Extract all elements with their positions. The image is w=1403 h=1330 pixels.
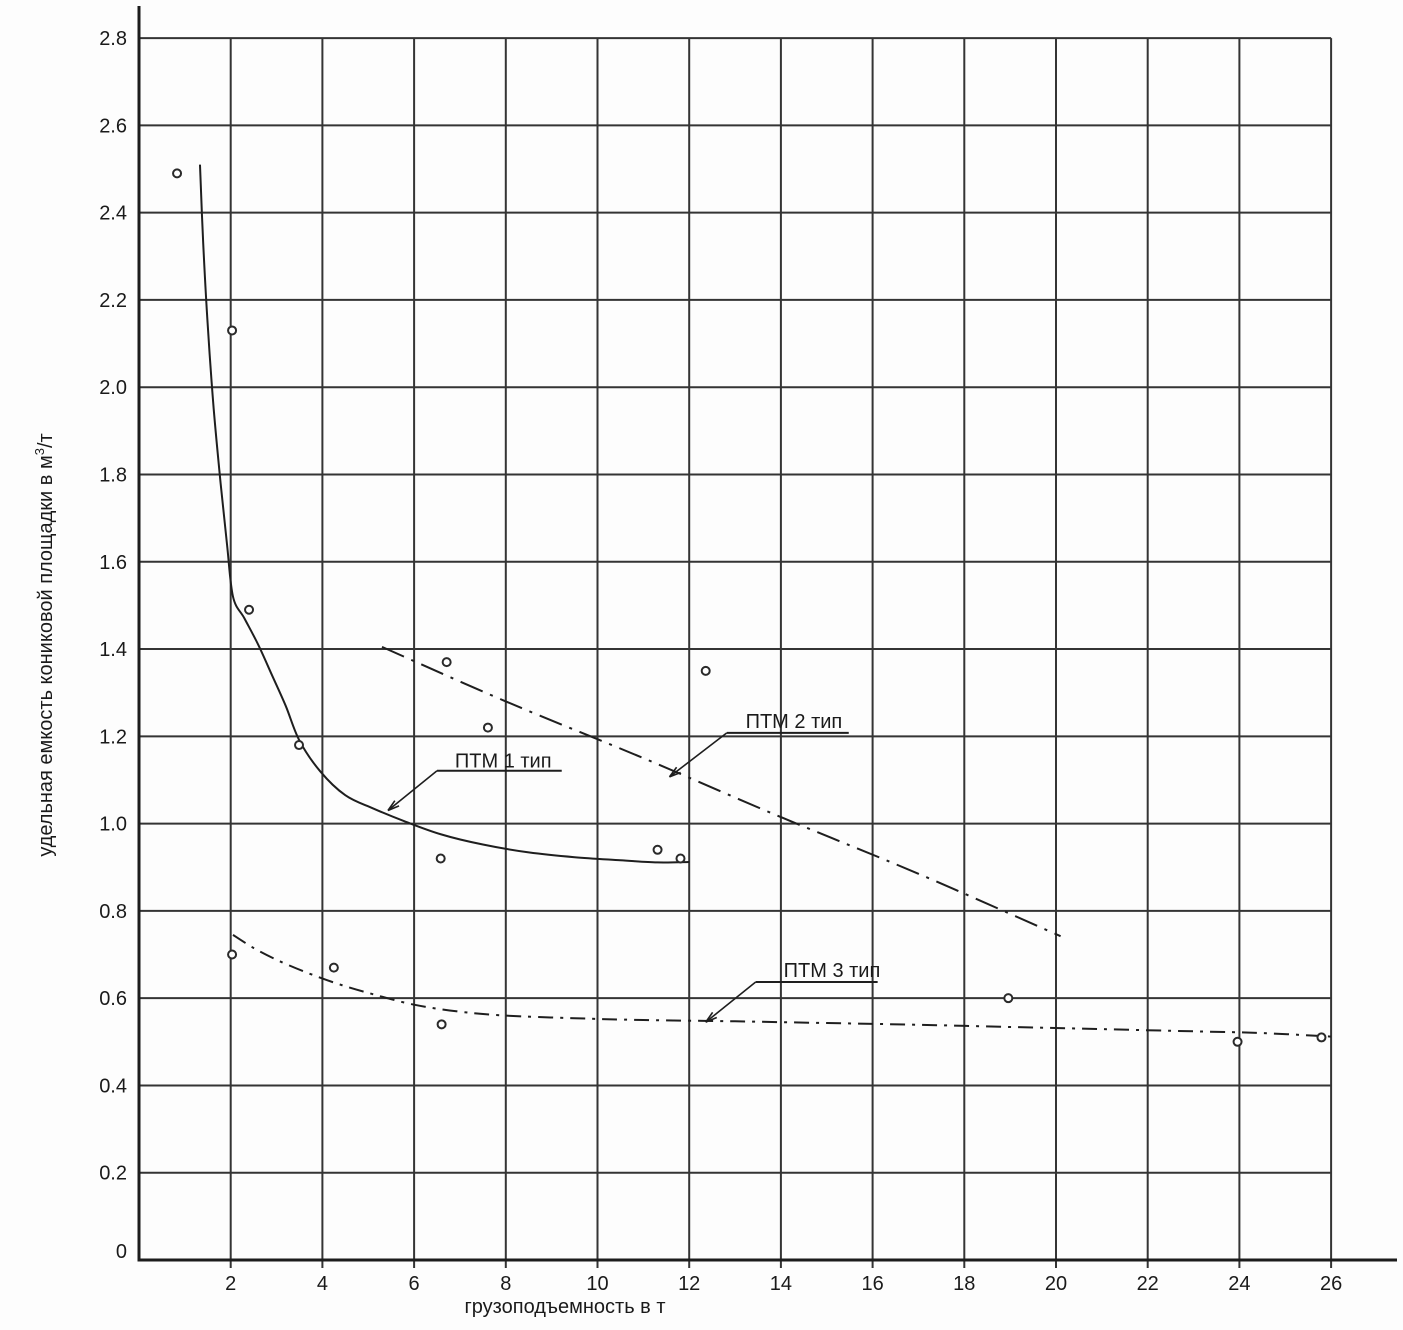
series-label: ПТМ 1 тип: [455, 751, 552, 773]
x-tick-label: 10: [586, 1273, 608, 1295]
y-axis-title: удельная емкость кониковой площадки в м3…: [32, 433, 57, 856]
series-line-2: [381, 645, 1062, 938]
scatter-points: [172, 168, 1327, 1047]
y-tick-label: 1.8: [99, 464, 127, 486]
y-tick-label: 0.8: [99, 901, 127, 923]
y-tick-label: 0.6: [99, 988, 127, 1010]
series-line-1: [198, 164, 690, 864]
axes: [137, 6, 1397, 1262]
y-tick-label: 1.0: [99, 814, 127, 836]
leader-arrowhead: [669, 771, 681, 778]
x-tick-label: 6: [409, 1273, 420, 1295]
series-label-leader: [387, 770, 438, 812]
series-label: ПТМ 2 тип: [746, 711, 843, 733]
data-point: [1003, 993, 1014, 1004]
y-tick-label: 2.0: [99, 377, 127, 399]
data-point: [435, 853, 446, 864]
series-line-3: [232, 934, 1332, 1038]
x-tick-label: 26: [1320, 1273, 1342, 1295]
x-tick-label: 24: [1228, 1273, 1250, 1295]
data-point: [227, 325, 238, 336]
x-axis-title: грузоподъемность в т: [464, 1296, 665, 1318]
x-tick-label: 22: [1137, 1273, 1159, 1295]
x-tick-label: 14: [770, 1273, 792, 1295]
series-label-leader: [705, 981, 757, 1023]
series-curves: [198, 164, 1332, 1038]
x-tick-label: 18: [953, 1273, 975, 1295]
leader-arrowhead: [705, 1016, 718, 1023]
y-tick-label: 2.2: [99, 290, 127, 312]
data-point: [700, 665, 711, 676]
series-annotations: ПТМ 1 тип ПТМ 2 тип ПТМ 3 тип: [387, 711, 881, 1023]
y-tick-label: 0: [116, 1241, 127, 1263]
y-tick-label: 2.6: [99, 115, 127, 137]
x-tick-labels: 2 4 6 8 10 12 14 16 18 20 22 24 26: [225, 1273, 1342, 1295]
x-tick-label: 12: [678, 1273, 700, 1295]
y-tick-labels: 0 0.2 0.4 0.6 0.8 1.0 1.2 1.4 1.6 1.8 2.0 2.2 2.4 2.6…: [99, 28, 127, 1263]
data-point: [227, 949, 238, 960]
leader-arrowhead: [668, 766, 678, 778]
x-tick-label: 16: [861, 1273, 883, 1295]
gridlines: [139, 37, 1333, 1268]
y-tick-label: 2.8: [99, 28, 127, 50]
y-tick-label: 0.4: [99, 1075, 127, 1097]
data-point: [294, 740, 305, 751]
y-tick-label: 1.6: [99, 552, 127, 574]
y-axis-title-main: удельная емкость кониковой площадки в м: [35, 455, 57, 856]
y-tick-label: 0.2: [99, 1163, 127, 1185]
data-point: [436, 1019, 447, 1030]
series-label: ПТМ 3 тип: [784, 960, 881, 982]
x-tick-label: 20: [1045, 1273, 1067, 1295]
data-point: [675, 853, 686, 864]
y-tick-label: 2.4: [99, 203, 127, 225]
x-tick-label: 2: [225, 1273, 236, 1295]
y-axis-title-tail: /т: [35, 433, 57, 448]
data-point: [441, 657, 452, 668]
x-tick-label: 4: [317, 1273, 328, 1295]
x-tick-label: 8: [500, 1273, 511, 1295]
leader-arrowhead: [705, 1011, 714, 1023]
data-point: [244, 604, 255, 615]
data-point: [652, 844, 663, 855]
data-point: [328, 962, 339, 973]
data-point: [1232, 1036, 1243, 1047]
leader-arrowhead: [387, 805, 400, 812]
series-label-leader: [668, 732, 728, 778]
data-point: [482, 722, 493, 733]
data-point: [172, 168, 183, 179]
leader-arrowhead: [387, 800, 396, 811]
data-point: [1316, 1032, 1327, 1043]
y-tick-label: 1.2: [99, 726, 127, 748]
y-tick-label: 1.4: [99, 639, 127, 661]
y-axis-title-sup: 3: [32, 448, 47, 455]
